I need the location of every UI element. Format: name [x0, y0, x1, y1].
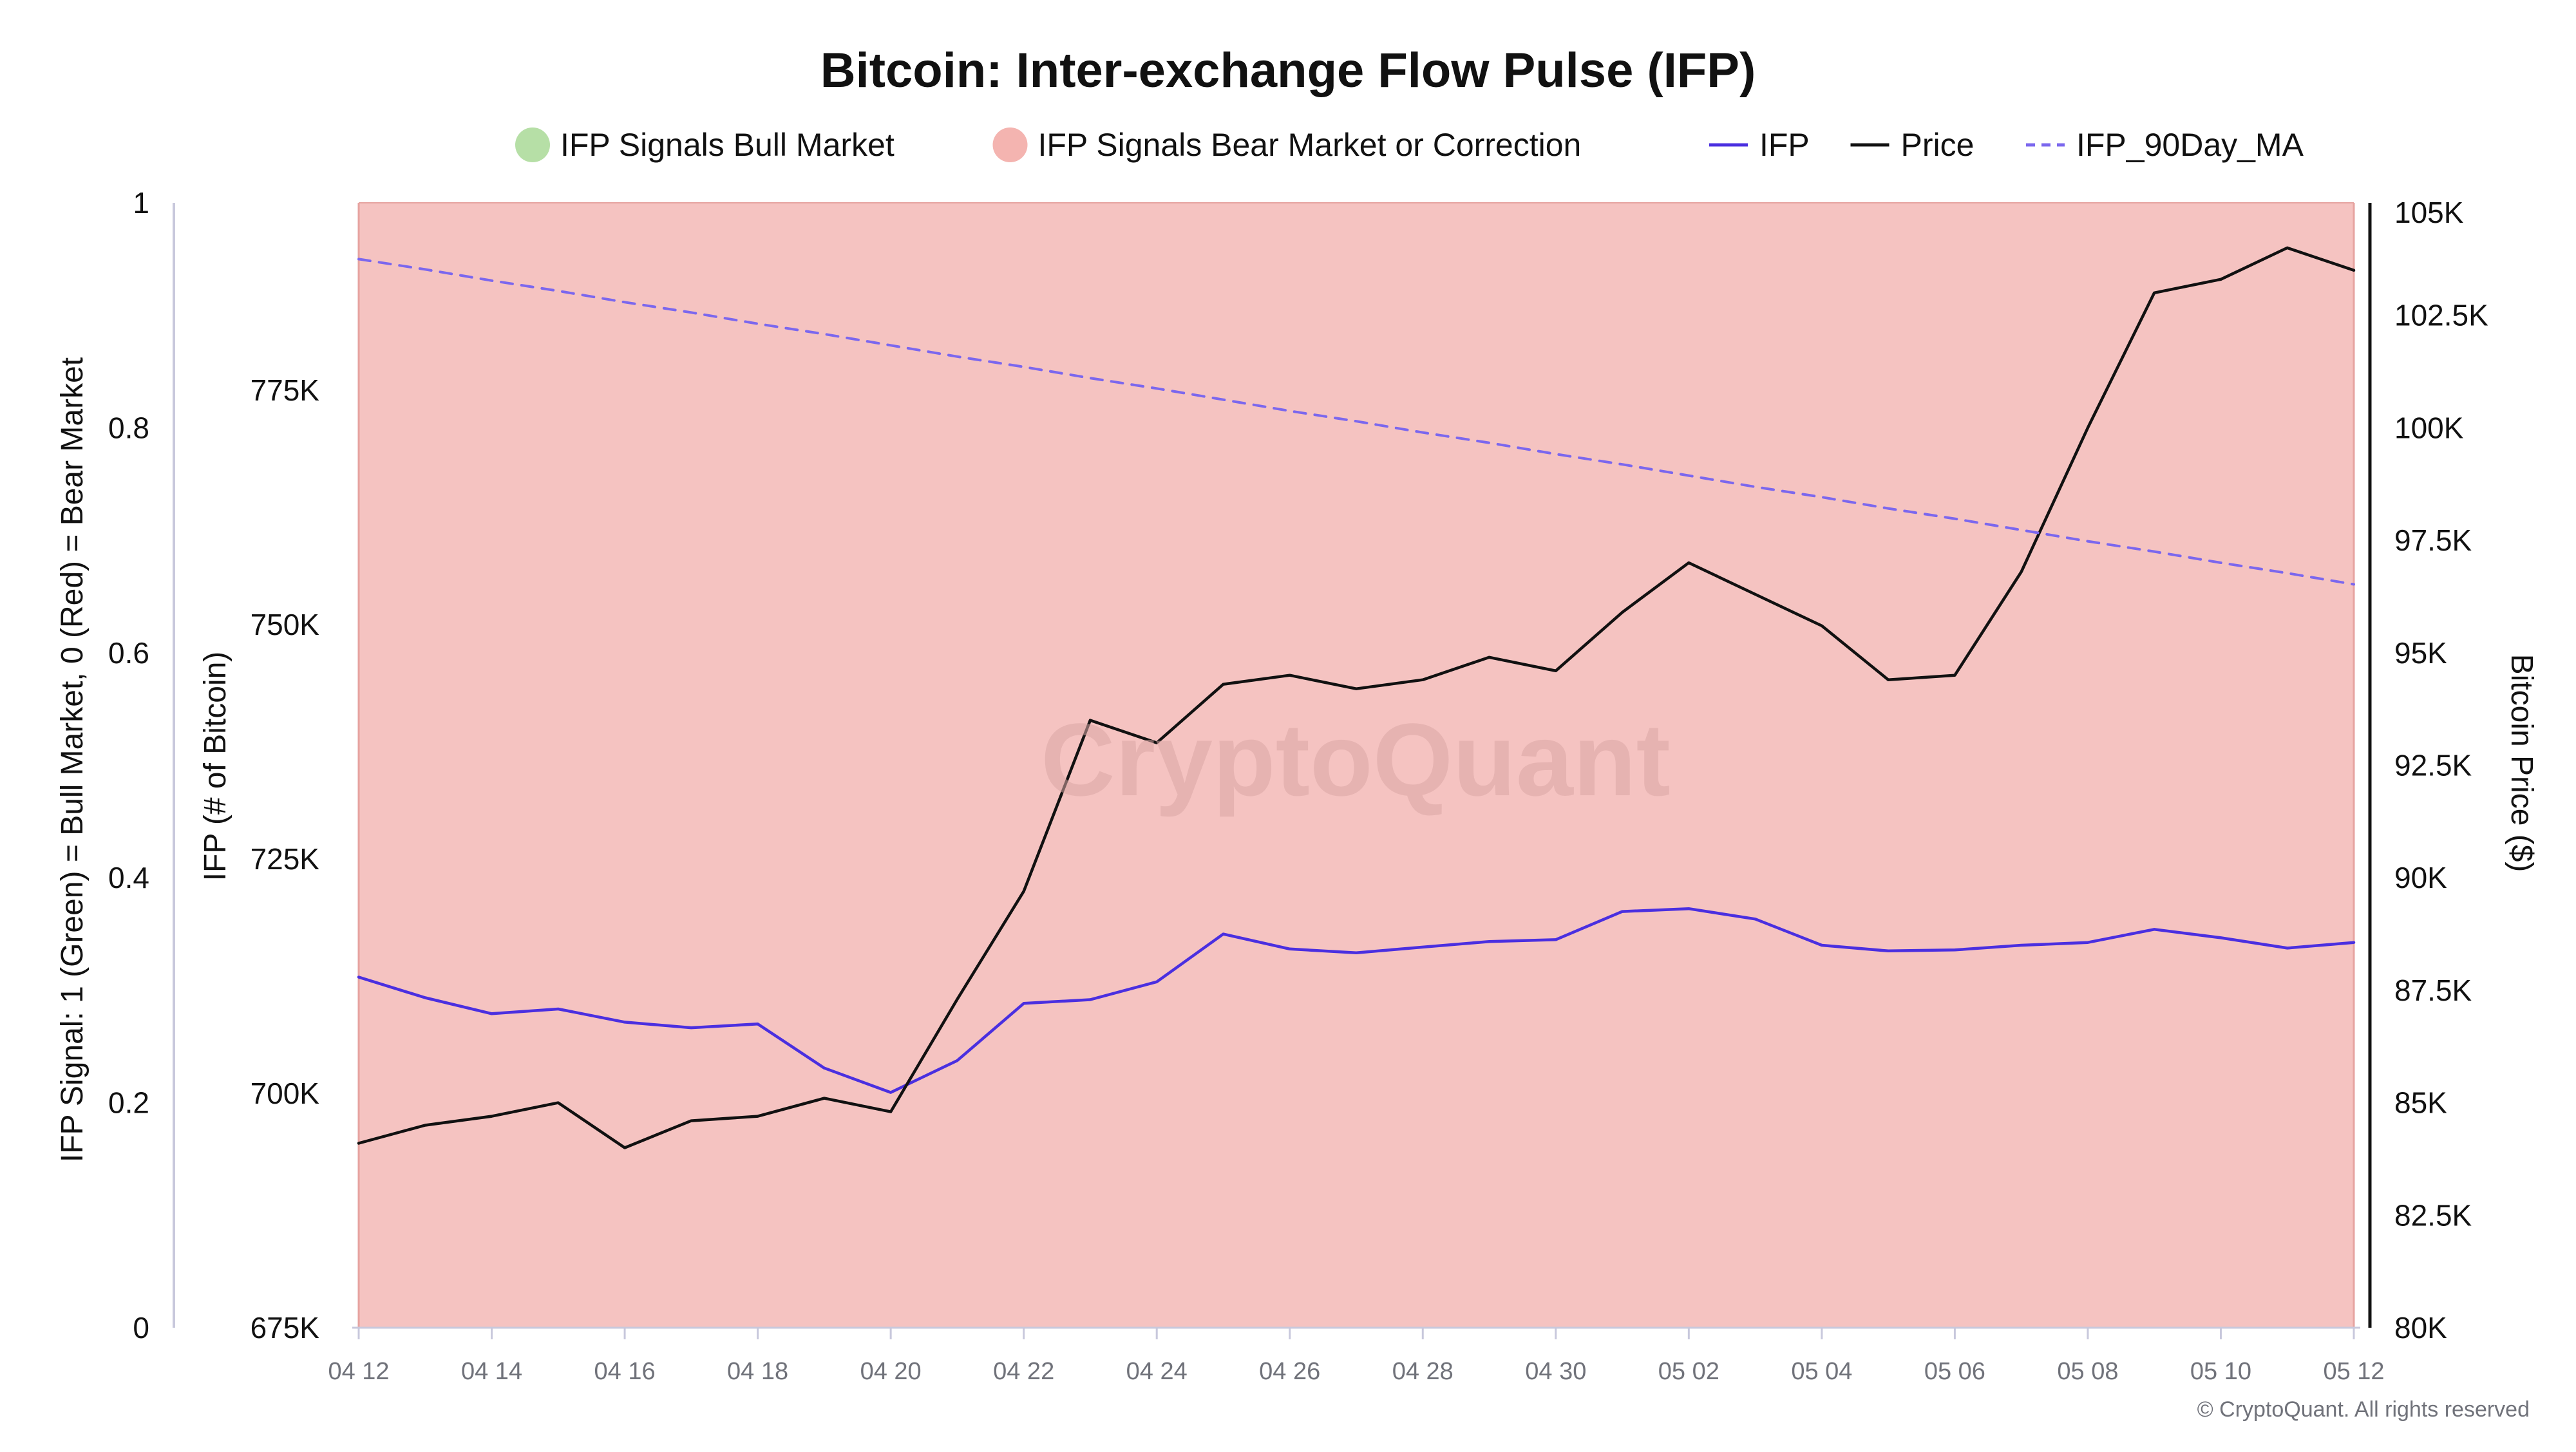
- chart-legend: IFP Signals Bull Market IFP Signals Bear …: [515, 127, 2304, 163]
- signal-tick-label: 0.6: [108, 636, 149, 670]
- ifp-tick-label: 725K: [251, 842, 320, 876]
- price-axis: 80K 82.5K 85K 87.5K 90K 92.5K 95K 97.5K 100K 102.…: [2368, 196, 2488, 1344]
- signal-tick-label: 0: [133, 1311, 149, 1344]
- signal-tick-label: 0.4: [108, 861, 149, 894]
- signal-axis: 0 0.2 0.4 0.6 0.8 1: [108, 186, 175, 1344]
- date-tick-label: 04 22: [993, 1358, 1054, 1385]
- date-axis: 04 12 04 14 04 16 04 18 04 20 04 22 04 24 04 26…: [328, 1326, 2385, 1385]
- date-tick-label: 05 04: [1791, 1358, 1852, 1385]
- plot-lines: [357, 202, 2356, 1328]
- price-tick-label: 105K: [2394, 196, 2464, 229]
- ifp-tick-label: 675K: [251, 1311, 320, 1344]
- price-tick-label: 100K: [2394, 411, 2464, 444]
- watermark: CryptoQuant: [1041, 702, 1671, 817]
- ifp-axis: 675K 700K 725K 750K 775K: [251, 373, 320, 1344]
- price-tick-label: 97.5K: [2394, 523, 2472, 557]
- date-tick-label: 04 12: [328, 1358, 389, 1385]
- price-tick-label: 92.5K: [2394, 749, 2472, 782]
- price-tick-label: 95K: [2394, 636, 2447, 670]
- date-tick-label: 05 08: [2057, 1358, 2118, 1385]
- ifp-tick-label: 700K: [251, 1077, 320, 1110]
- price-tick-label: 82.5K: [2394, 1198, 2472, 1232]
- legend-label-price: Price: [1901, 127, 1975, 163]
- price-tick-label: 90K: [2394, 861, 2447, 894]
- price-tick-label: 80K: [2394, 1311, 2447, 1344]
- date-tick-label: 04 16: [594, 1358, 656, 1385]
- signal-tick-label: 0.2: [108, 1086, 149, 1120]
- date-tick-label: 05 02: [1658, 1358, 1719, 1385]
- date-tick-label: 04 14: [461, 1358, 522, 1385]
- series-line-price: [357, 246, 2356, 1149]
- legend-label-ifp-signals-bear-market-or-correction: IFP Signals Bear Market or Correction: [1038, 127, 1582, 163]
- signal-tick-label: 0.8: [108, 411, 149, 444]
- ifp-tick-label: 775K: [251, 373, 320, 407]
- copyright-credit: © CryptoQuant. All rights reserved: [2197, 1397, 2530, 1422]
- bear-market-signal-region: [359, 203, 2354, 1328]
- price-tick-label: 102.5K: [2394, 299, 2488, 332]
- series-line-ifp-90day-ma: [357, 258, 2355, 586]
- date-tick-label: 05 06: [1924, 1358, 1985, 1385]
- ifp-tick-label: 750K: [251, 608, 320, 641]
- signal-axis-label: IFP Signal: 1 (Green) = Bull Market, 0 (…: [55, 357, 90, 1162]
- date-tick-label: 04 20: [860, 1358, 922, 1385]
- legend-label-ifp-signals-bull-market: IFP Signals Bull Market: [560, 127, 895, 163]
- chart-title: Bitcoin: Inter-exchange Flow Pulse (IFP): [820, 43, 1756, 98]
- signal-tick-label: 1: [133, 186, 149, 220]
- date-tick-label: 04 18: [727, 1358, 788, 1385]
- date-tick-label: 05 12: [2323, 1358, 2384, 1385]
- date-tick-label: 04 28: [1392, 1358, 1454, 1385]
- ifp-axis-label: IFP (# of Bitcoin): [198, 652, 232, 882]
- date-tick-label: 04 30: [1525, 1358, 1586, 1385]
- price-tick-label: 85K: [2394, 1086, 2447, 1120]
- legend-marker-ifp-signals-bull-market: [515, 127, 550, 162]
- legend-label-ifp: IFP: [1759, 127, 1810, 163]
- price-tick-label: 87.5K: [2394, 974, 2472, 1007]
- legend-label-ifp-90day-ma: IFP_90Day_MA: [2076, 127, 2304, 163]
- price-axis-label: Bitcoin Price ($): [2505, 654, 2539, 872]
- legend-marker-ifp-signals-bear-market-or-correction: [992, 127, 1028, 162]
- date-tick-label: 04 26: [1259, 1358, 1320, 1385]
- date-tick-label: 04 24: [1126, 1358, 1188, 1385]
- series-line-ifp: [357, 907, 2356, 1094]
- date-tick-label: 05 10: [2190, 1358, 2251, 1385]
